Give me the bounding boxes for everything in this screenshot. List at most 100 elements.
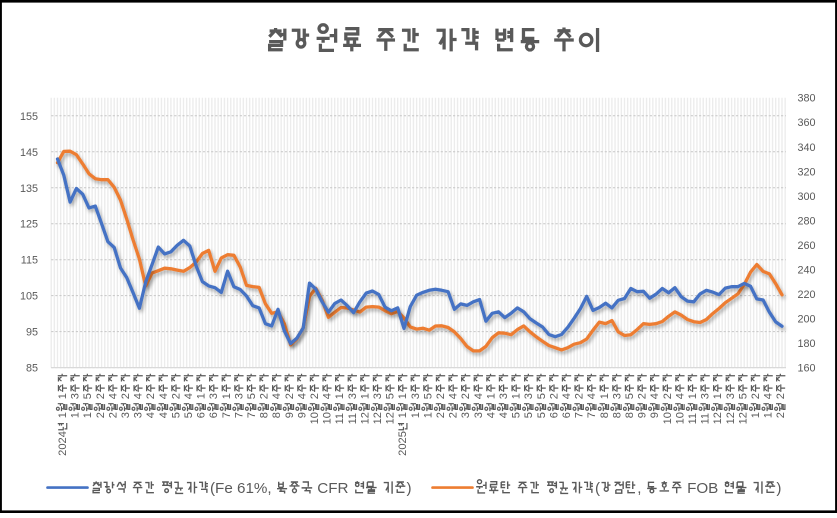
svg-text:2: 2 — [435, 393, 447, 399]
svg-text:5: 5 — [170, 412, 182, 418]
svg-text:2: 2 — [309, 393, 321, 399]
svg-text:3: 3 — [473, 412, 485, 418]
svg-text:5: 5 — [246, 393, 258, 399]
svg-text:4: 4 — [133, 393, 145, 399]
svg-text:10: 10 — [674, 412, 686, 424]
svg-text:,: , — [637, 480, 641, 497]
svg-text:2: 2 — [775, 412, 787, 418]
svg-text:7: 7 — [246, 412, 258, 418]
svg-text:2: 2 — [95, 393, 107, 399]
svg-text:4: 4 — [649, 393, 661, 399]
svg-text:1: 1 — [57, 393, 69, 399]
svg-text:5: 5 — [624, 393, 636, 399]
svg-text:7: 7 — [586, 412, 598, 418]
svg-text:3: 3 — [133, 412, 145, 418]
svg-text:1: 1 — [410, 412, 422, 418]
svg-text:125: 125 — [20, 219, 38, 231]
svg-text:7: 7 — [221, 412, 233, 418]
svg-text:12: 12 — [725, 412, 737, 424]
svg-text:9: 9 — [296, 412, 308, 418]
svg-text:115: 115 — [21, 255, 38, 267]
svg-text:11: 11 — [334, 413, 346, 425]
svg-text:2: 2 — [662, 393, 674, 399]
svg-text:200: 200 — [798, 314, 816, 326]
svg-text:12: 12 — [385, 412, 397, 424]
svg-text:10: 10 — [662, 412, 674, 424]
svg-text:2: 2 — [95, 412, 107, 418]
svg-text:4: 4 — [322, 393, 334, 399]
svg-text:12: 12 — [737, 412, 749, 424]
svg-text:11: 11 — [687, 413, 699, 425]
svg-text:4: 4 — [296, 393, 308, 399]
svg-text:280: 280 — [798, 215, 816, 227]
svg-text:300: 300 — [798, 191, 816, 203]
svg-text:3: 3 — [347, 393, 359, 399]
svg-text:4: 4 — [448, 393, 460, 399]
svg-text:11: 11 — [700, 413, 712, 425]
svg-text:10: 10 — [309, 412, 321, 424]
svg-text:3: 3 — [120, 412, 132, 418]
svg-text:12: 12 — [712, 412, 724, 424]
svg-text:1: 1 — [397, 412, 409, 418]
svg-text:85: 85 — [26, 363, 38, 375]
svg-text:1: 1 — [196, 393, 208, 399]
svg-text:2025: 2025 — [397, 431, 409, 456]
svg-text:4: 4 — [498, 412, 510, 418]
svg-text:4: 4 — [586, 393, 598, 399]
svg-text:4: 4 — [473, 393, 485, 399]
svg-text:10: 10 — [322, 412, 334, 424]
svg-text:160: 160 — [798, 363, 816, 375]
svg-text:4: 4 — [763, 393, 775, 399]
svg-text:3: 3 — [70, 393, 82, 399]
svg-text:135: 135 — [20, 183, 38, 195]
svg-text:4: 4 — [183, 393, 195, 399]
svg-text:5: 5 — [385, 393, 397, 399]
svg-text:5: 5 — [523, 412, 535, 418]
svg-text:5: 5 — [422, 393, 434, 399]
svg-text:4: 4 — [107, 393, 119, 399]
svg-text:1: 1 — [397, 393, 409, 399]
svg-text:1: 1 — [359, 393, 371, 399]
svg-text:145: 145 — [20, 147, 38, 159]
svg-text:8: 8 — [271, 412, 283, 418]
svg-text:5: 5 — [536, 412, 548, 418]
svg-text:12: 12 — [372, 412, 384, 424]
svg-text:5: 5 — [511, 412, 523, 418]
svg-text:4: 4 — [158, 412, 170, 418]
svg-text:3: 3 — [611, 393, 623, 399]
svg-text:6: 6 — [548, 412, 560, 418]
svg-text:3: 3 — [498, 393, 510, 399]
svg-text:): ) — [776, 480, 781, 497]
svg-text:1: 1 — [57, 412, 69, 418]
svg-text:2: 2 — [170, 393, 182, 399]
svg-text:1: 1 — [70, 412, 82, 418]
svg-text:2: 2 — [284, 393, 296, 399]
svg-text:2: 2 — [750, 393, 762, 399]
svg-text:12: 12 — [359, 412, 371, 424]
svg-text:5: 5 — [82, 393, 94, 399]
svg-text:8: 8 — [624, 412, 636, 418]
svg-text:2: 2 — [574, 393, 586, 399]
svg-text:340: 340 — [798, 142, 816, 154]
svg-text:1: 1 — [485, 393, 497, 399]
svg-text:4: 4 — [145, 412, 157, 418]
svg-text:3: 3 — [460, 412, 472, 418]
svg-text:(: ( — [595, 480, 600, 497]
svg-text:2: 2 — [435, 412, 447, 418]
svg-text:155: 155 — [20, 111, 38, 123]
svg-text:): ) — [407, 480, 412, 497]
svg-text:6: 6 — [208, 412, 220, 418]
svg-text:5: 5 — [536, 393, 548, 399]
svg-text:CFR: CFR — [317, 480, 348, 497]
svg-text:95: 95 — [26, 327, 38, 339]
svg-text:1: 1 — [82, 412, 94, 418]
svg-text:260: 260 — [798, 240, 816, 252]
svg-text:2: 2 — [145, 393, 157, 399]
svg-text:3: 3 — [725, 393, 737, 399]
svg-text:2: 2 — [259, 393, 271, 399]
svg-text:5: 5 — [183, 412, 195, 418]
svg-text:8: 8 — [611, 412, 623, 418]
svg-text:4: 4 — [674, 393, 686, 399]
svg-text:2024: 2024 — [57, 431, 69, 456]
svg-text:360: 360 — [798, 117, 816, 129]
